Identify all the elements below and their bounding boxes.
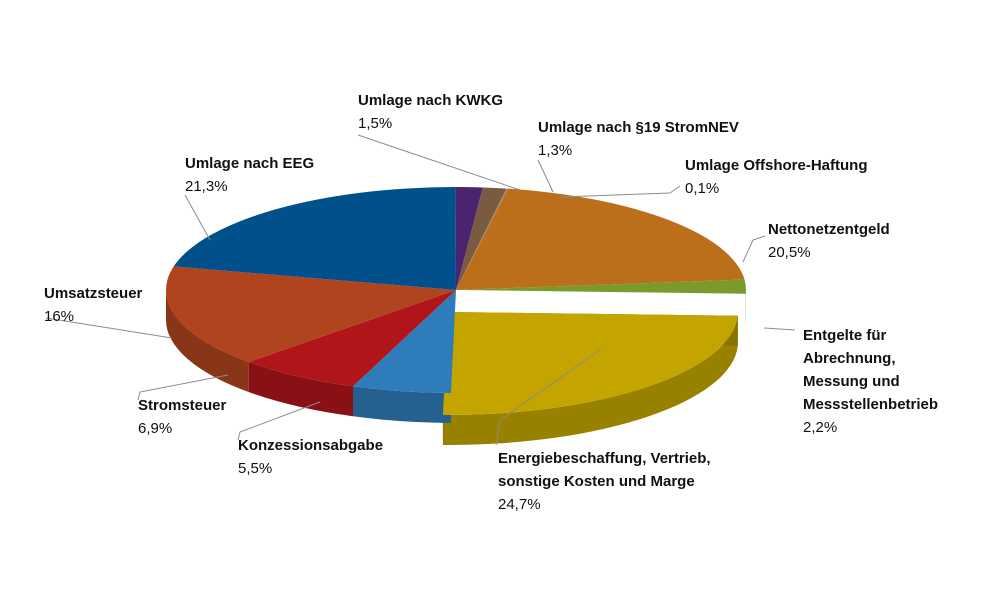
leader-line	[537, 159, 554, 193]
slice-side	[442, 315, 738, 445]
slice-label: Umlage Offshore-Haftung	[685, 157, 868, 174]
leader-line	[184, 194, 211, 241]
slice-label: Umlage nach KWKG	[358, 92, 503, 109]
leader-line	[137, 374, 229, 401]
leader-line	[237, 401, 321, 441]
slice-value: 5,5%	[238, 460, 272, 477]
slice-value: 20,5%	[768, 244, 811, 261]
slice-side	[248, 362, 354, 417]
slice-label: Entgelte für	[803, 327, 886, 344]
leader-line	[763, 327, 796, 331]
pie-slice	[248, 290, 456, 387]
slice-value: 6,9%	[138, 420, 172, 437]
leader-line	[495, 349, 601, 446]
pie-slice	[456, 188, 509, 290]
slice-label: Konzessionsabgabe	[238, 437, 383, 454]
slice-value: 16%	[44, 308, 74, 325]
slice-label: Messung und	[803, 373, 900, 390]
leader-line	[559, 185, 681, 198]
pie-slice	[166, 266, 456, 363]
slice-label: Abrechnung,	[803, 350, 896, 367]
slice-side	[166, 290, 249, 393]
slice-label: Umlage nach §19 StromNEV	[538, 119, 739, 136]
leader-line	[45, 317, 173, 339]
slice-side	[353, 386, 451, 423]
pie-top-faces	[166, 187, 746, 415]
slice-value: 1,3%	[538, 142, 572, 159]
slice-label: sonstige Kosten und Marge	[498, 473, 695, 490]
slice-label: Stromsteuer	[138, 397, 227, 414]
slice-label: Energiebeschaffung, Vertrieb,	[498, 450, 711, 467]
slice-label: Messstellenbetrieb	[803, 396, 938, 413]
slice-value: 24,7%	[498, 496, 541, 513]
pie-slice	[173, 187, 456, 290]
pie-slice	[353, 290, 456, 393]
pie-slice	[442, 312, 738, 415]
slice-label: Nettonetzentgeld	[768, 221, 890, 238]
pie-slice	[456, 279, 746, 294]
pie-slice	[456, 187, 507, 290]
pie-slice	[456, 188, 745, 290]
slice-value: 2,2%	[803, 419, 837, 436]
slice-label: Umlage nach EEG	[185, 155, 314, 172]
slice-value: 0,1%	[685, 180, 719, 197]
slice-labels: Umlage Offshore-Haftung 0,1% Nettonetzentg…	[44, 92, 938, 513]
slice-value: 1,5%	[358, 115, 392, 132]
leader-line	[357, 134, 521, 191]
slice-label: Umsatzsteuer	[44, 285, 143, 302]
pie-slice	[455, 187, 483, 290]
slice-value: 21,3%	[185, 178, 228, 195]
leader-line	[742, 235, 766, 263]
